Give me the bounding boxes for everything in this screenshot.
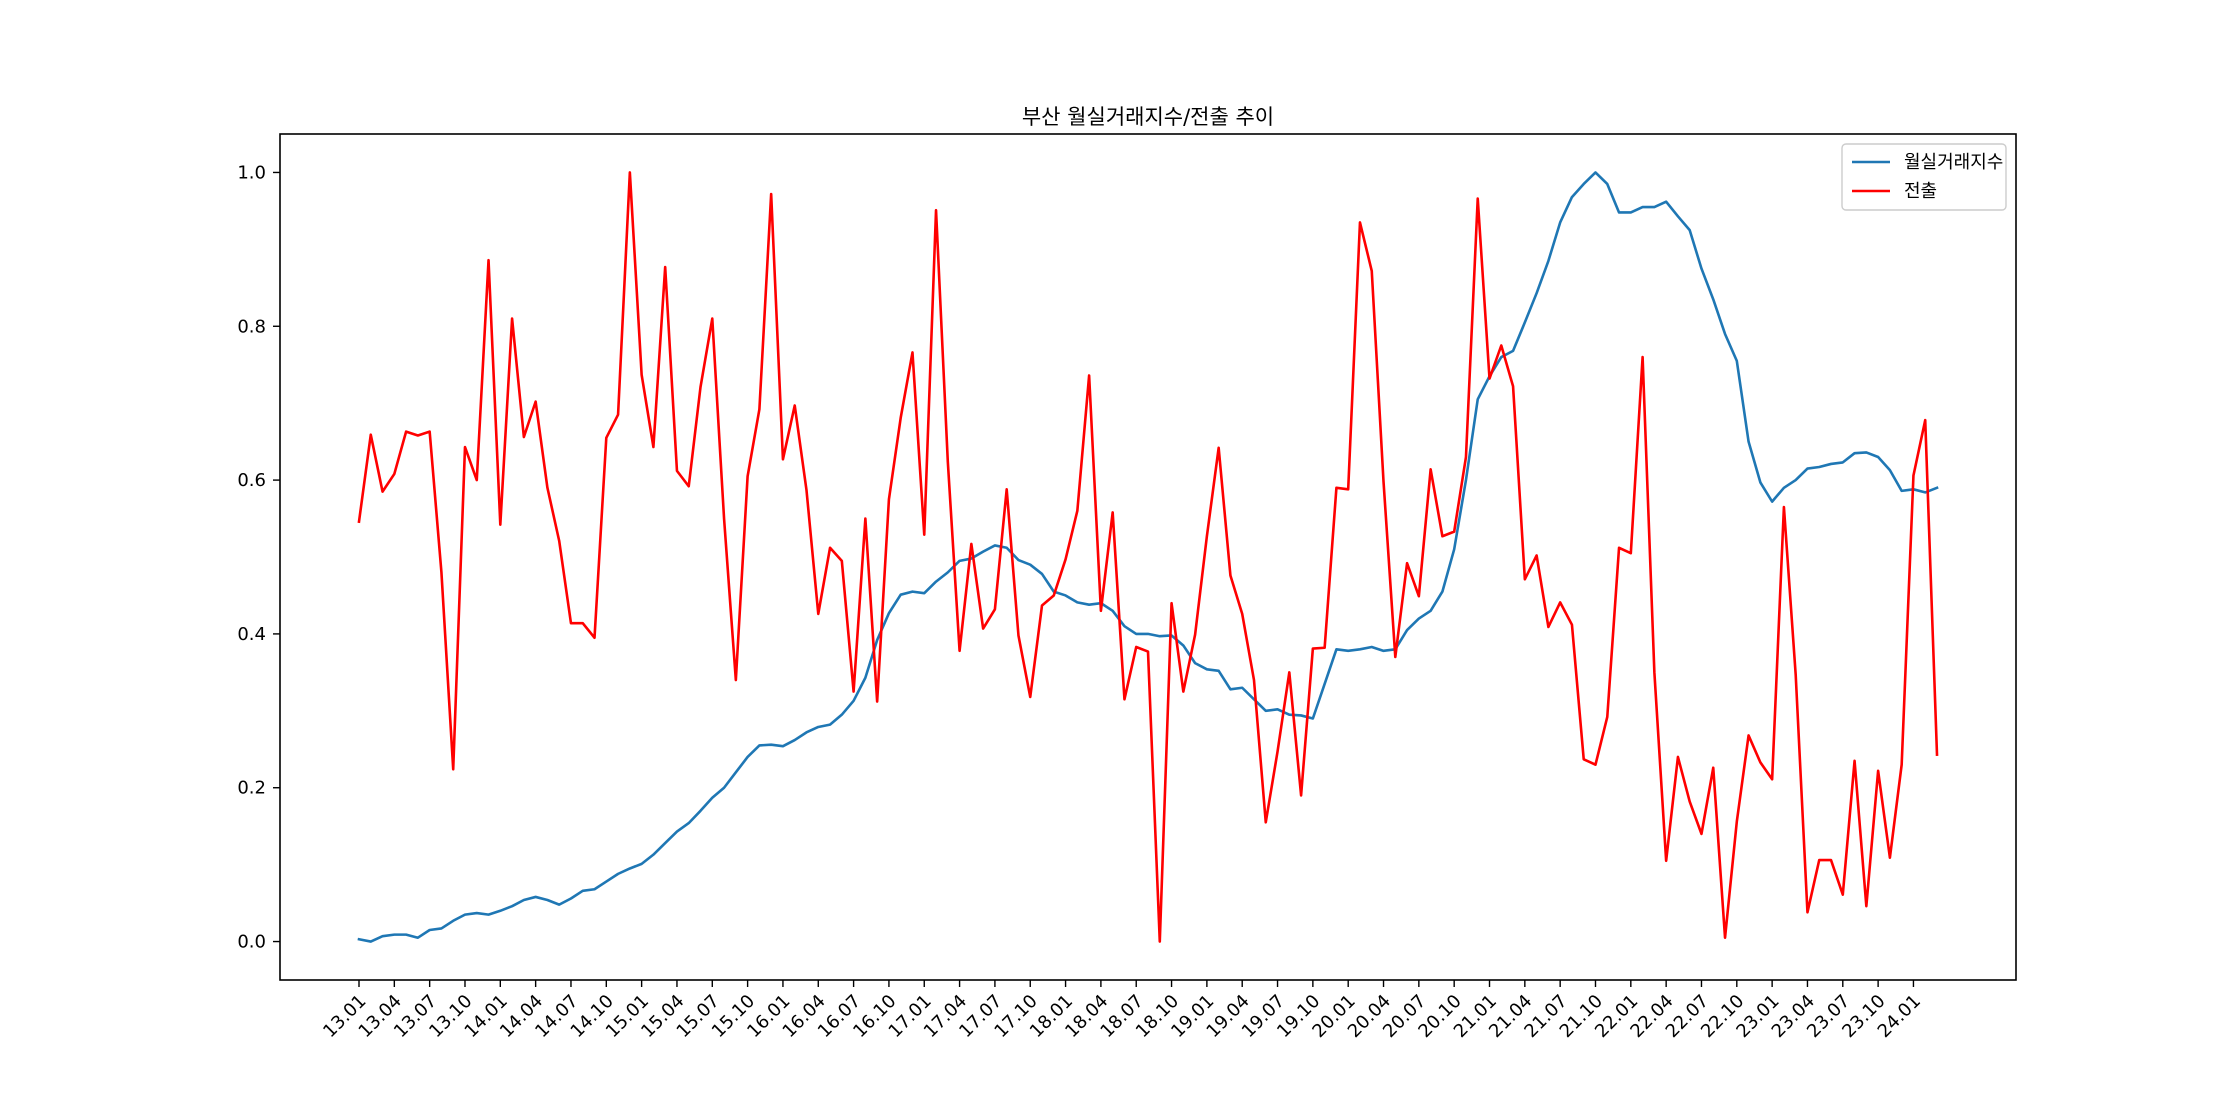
legend-label-0: 월실거래지수 [1904, 152, 2003, 173]
series-line-0 [357, 171, 1939, 943]
y-tick-label: 0.4 [237, 624, 266, 645]
y-tick-label: 0.6 [237, 470, 266, 491]
y-tick-label: 0.2 [237, 778, 266, 799]
y-tick-label: 0.0 [237, 932, 266, 953]
plot-frame [279, 133, 2017, 981]
y-tick-label: 0.8 [237, 316, 266, 337]
series-line-1 [357, 171, 1939, 943]
chart-title: 부산 월실거래지수/전출 추이 [1022, 105, 1274, 129]
legend-label-1: 전출 [1904, 181, 1937, 202]
y-tick-label: 1.0 [237, 162, 266, 183]
legend-box [1841, 143, 2007, 211]
